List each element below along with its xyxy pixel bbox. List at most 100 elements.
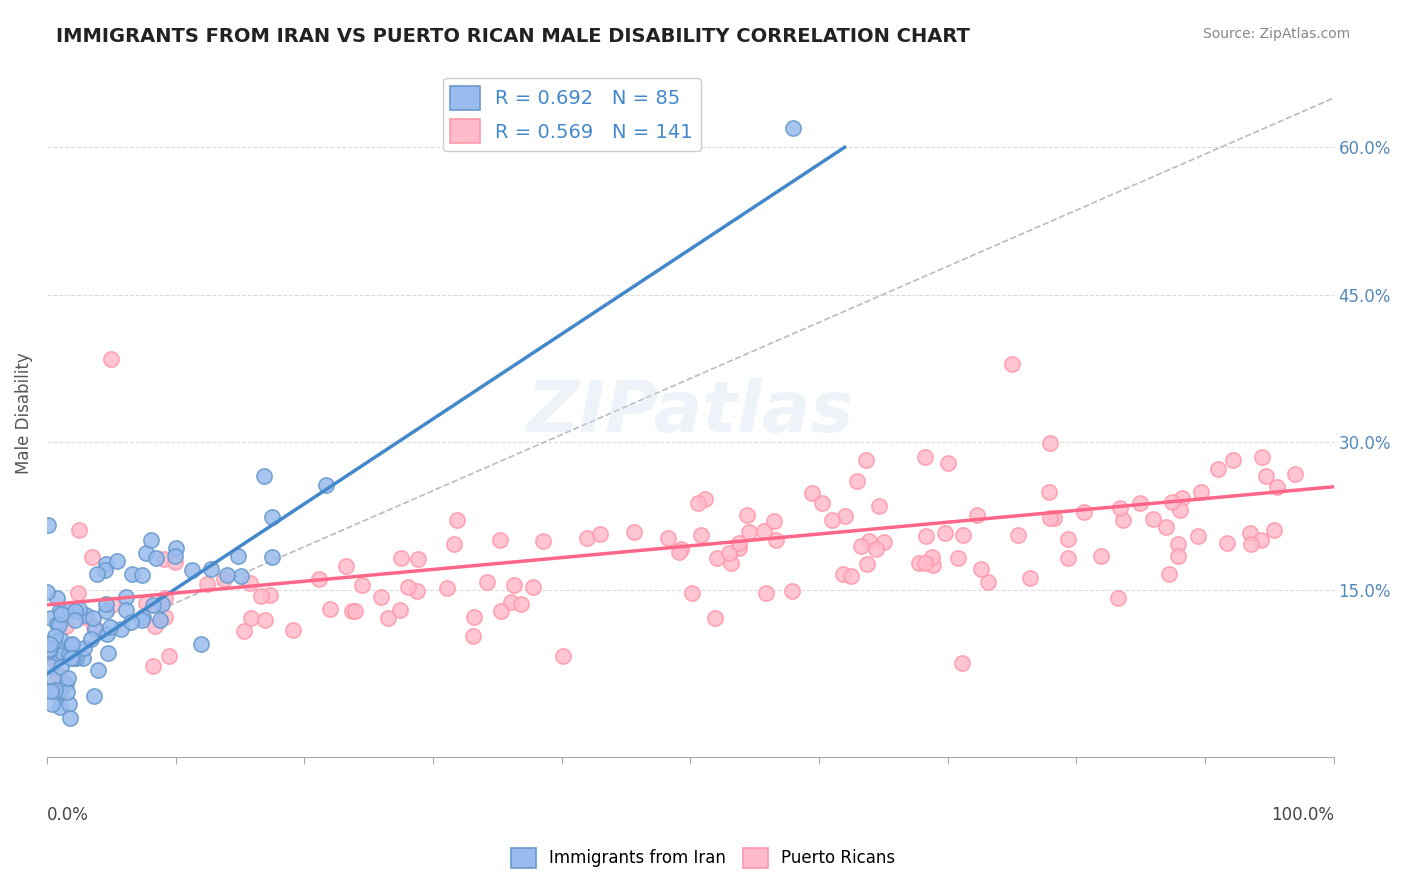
Y-axis label: Male Disability: Male Disability: [15, 352, 32, 474]
Point: [233, 624, 256, 639]
Point: [406, 584, 429, 599]
Point: [406, 551, 429, 566]
Point: [51, 645, 73, 659]
Point: [551, 648, 574, 663]
Point: [728, 535, 751, 549]
Point: [352, 578, 374, 592]
Point: [970, 562, 993, 576]
Point: [131, 568, 153, 582]
Point: [839, 569, 862, 583]
Point: [1056, 551, 1078, 566]
Point: [96, 627, 118, 641]
Point: [49, 603, 72, 617]
Point: [195, 577, 218, 591]
Point: [343, 604, 366, 618]
Point: [1171, 491, 1194, 505]
Point: [318, 602, 340, 616]
Point: [48, 668, 70, 682]
Point: [80, 632, 103, 646]
Point: [155, 610, 177, 624]
Point: [502, 578, 524, 592]
Point: [49, 660, 72, 674]
Point: [315, 478, 337, 492]
Point: [262, 550, 284, 565]
Point: [1167, 536, 1189, 550]
Point: [575, 531, 598, 545]
Point: [752, 524, 775, 538]
Point: [1109, 501, 1132, 516]
Point: [153, 591, 176, 605]
Point: [1240, 537, 1263, 551]
Point: [86, 566, 108, 581]
Point: [340, 604, 363, 618]
Point: [115, 591, 138, 605]
Point: [461, 629, 484, 643]
Point: [87, 663, 110, 677]
Point: [681, 586, 703, 600]
Point: [253, 469, 276, 483]
Point: [115, 603, 138, 617]
Point: [720, 556, 742, 570]
Point: [865, 542, 887, 557]
Point: [1284, 467, 1306, 481]
Point: [858, 534, 880, 549]
Point: [200, 562, 222, 576]
Point: [48, 618, 70, 632]
Point: [41, 683, 63, 698]
Point: [1222, 453, 1244, 467]
Point: [39, 684, 62, 698]
Point: [509, 598, 531, 612]
Point: [443, 537, 465, 551]
Point: [58, 647, 80, 661]
Point: [56, 685, 79, 699]
Point: [952, 527, 974, 541]
Point: [83, 689, 105, 703]
Point: [1187, 529, 1209, 543]
Point: [65, 614, 87, 628]
Point: [135, 596, 157, 610]
Point: [163, 549, 186, 564]
Point: [39, 659, 62, 673]
Point: [41, 697, 63, 711]
Point: [94, 597, 117, 611]
Point: [121, 567, 143, 582]
Point: [132, 610, 155, 624]
Point: [914, 450, 936, 464]
Point: [217, 567, 239, 582]
Point: [143, 618, 166, 632]
Point: [83, 622, 105, 636]
Point: [1251, 450, 1274, 464]
Point: [153, 552, 176, 566]
Point: [49, 700, 72, 714]
Point: [686, 496, 709, 510]
Point: [105, 554, 128, 568]
Point: [1160, 495, 1182, 509]
Point: [45, 591, 67, 605]
Point: [65, 650, 87, 665]
Point: [477, 574, 499, 589]
Legend: R = 0.692   N = 85, R = 0.569   N = 141: R = 0.692 N = 85, R = 0.569 N = 141: [443, 78, 700, 151]
Point: [1090, 549, 1112, 563]
Point: [49, 683, 72, 698]
Point: [226, 549, 249, 564]
Point: [1167, 549, 1189, 563]
Point: [46, 686, 69, 700]
Point: [668, 545, 690, 559]
Point: [212, 572, 235, 586]
Point: [46, 648, 69, 663]
Point: [190, 637, 212, 651]
Point: [83, 620, 105, 634]
Point: [98, 620, 121, 634]
Point: [1107, 591, 1129, 606]
Text: IMMIGRANTS FROM IRAN VS PUERTO RICAN MALE DISABILITY CORRELATION CHART: IMMIGRANTS FROM IRAN VS PUERTO RICAN MAL…: [56, 27, 970, 45]
Point: [1239, 525, 1261, 540]
Point: [281, 623, 304, 637]
Point: [811, 496, 834, 510]
Point: [436, 581, 458, 595]
Point: [44, 629, 66, 643]
Point: [845, 474, 868, 488]
Point: [950, 656, 973, 670]
Point: [1154, 520, 1177, 534]
Point: [489, 533, 512, 547]
Text: ZIPatlas: ZIPatlas: [527, 378, 853, 448]
